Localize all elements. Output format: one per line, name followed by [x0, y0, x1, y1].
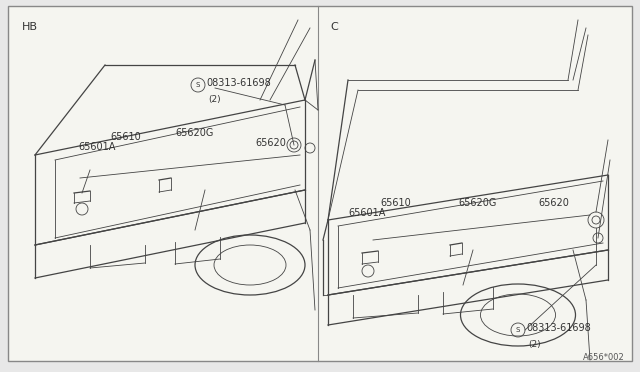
Text: S: S [516, 327, 520, 333]
Text: C: C [330, 22, 338, 32]
Text: HB: HB [22, 22, 38, 32]
Text: A656*002: A656*002 [583, 353, 625, 362]
Text: 65610: 65610 [380, 198, 411, 208]
Text: 65620: 65620 [538, 198, 569, 208]
Text: 65610: 65610 [110, 132, 141, 142]
Text: 65620G: 65620G [175, 128, 213, 138]
Text: 65620: 65620 [255, 138, 286, 148]
Text: 65601A: 65601A [348, 208, 385, 218]
Text: S: S [196, 82, 200, 88]
Text: 65620G: 65620G [458, 198, 497, 208]
Text: (2): (2) [208, 95, 221, 104]
Text: 08313-61698: 08313-61698 [206, 78, 271, 88]
Text: 08313-61698: 08313-61698 [526, 323, 591, 333]
Text: 65601A: 65601A [78, 142, 115, 152]
Text: (2): (2) [528, 340, 541, 349]
